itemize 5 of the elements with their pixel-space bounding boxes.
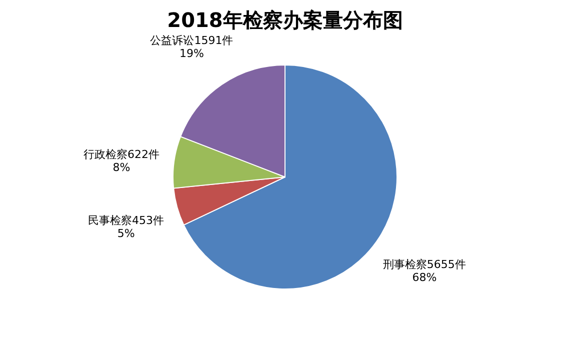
slice-label: 公益诉讼1591件 19% (150, 34, 234, 60)
slice-label: 刑事检察5655件 68% (382, 258, 466, 284)
slice-label: 民事检察453件 5% (88, 214, 164, 240)
slice-label: 行政检察622件 8% (83, 148, 160, 174)
chart-title: 2018年检察办案量分布图 (167, 8, 403, 32)
